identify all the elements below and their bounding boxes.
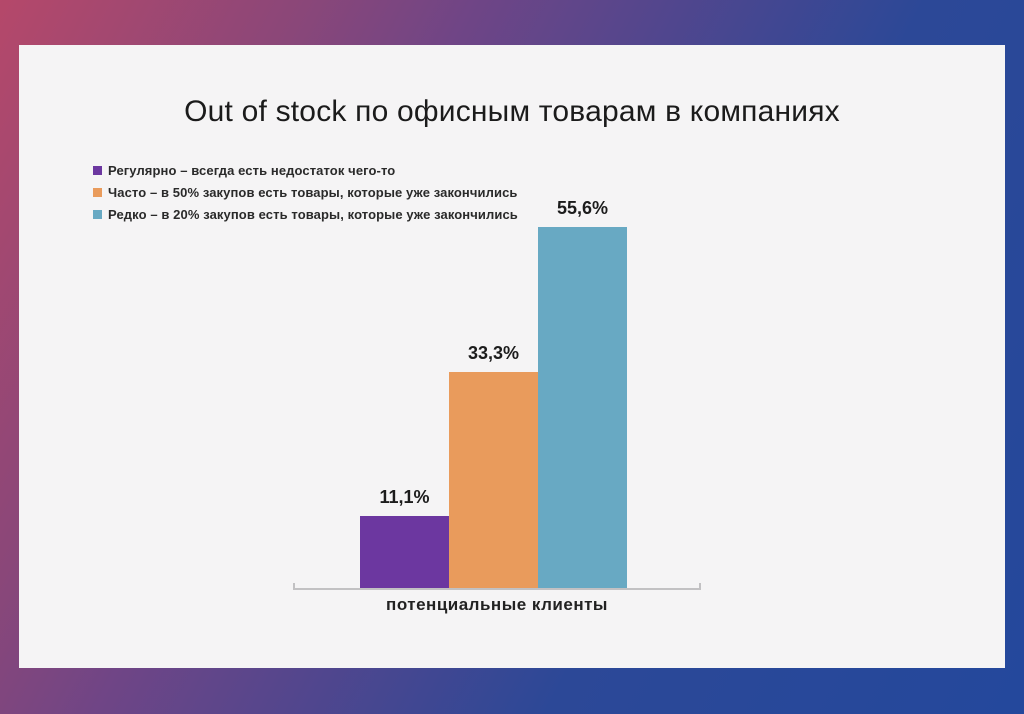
bar-column: 55,6%: [538, 198, 627, 588]
chart-title: Out of stock по офисным товарам в компан…: [184, 95, 840, 128]
bar-column: 33,3%: [449, 343, 538, 588]
bar-column: 11,1%: [360, 487, 449, 588]
legend-item: Часто – в 50% закупов есть товары, котор…: [93, 185, 518, 200]
legend-swatch-icon: [93, 188, 102, 197]
bar-value-label: 55,6%: [556, 198, 609, 218]
legend-label: Часто – в 50% закупов есть товары, котор…: [108, 185, 518, 200]
bar-value-label: 11,1%: [379, 487, 430, 507]
legend-swatch-icon: [93, 210, 102, 219]
bar-value-label: 33,3%: [467, 343, 520, 363]
legend-swatch-icon: [93, 166, 102, 175]
x-axis-label: потенциальные клиенты: [386, 595, 608, 614]
x-axis-line: [293, 583, 701, 590]
legend-item: Регулярно – всегда есть недостаток чего-…: [93, 163, 518, 178]
legend-label: Регулярно – всегда есть недостаток чего-…: [108, 163, 396, 178]
slide-panel: Out of stock по офисным товарам в компан…: [19, 45, 1005, 668]
legend-label: Редко – в 20% закупов есть товары, котор…: [108, 207, 518, 222]
bar: [360, 516, 449, 588]
bar: [538, 227, 627, 588]
legend: Регулярно – всегда есть недостаток чего-…: [93, 163, 518, 222]
bar: [449, 372, 538, 588]
bar-group: 11,1% 33,3% 55,6%: [360, 198, 627, 588]
legend-item: Редко – в 20% закупов есть товары, котор…: [93, 207, 518, 222]
